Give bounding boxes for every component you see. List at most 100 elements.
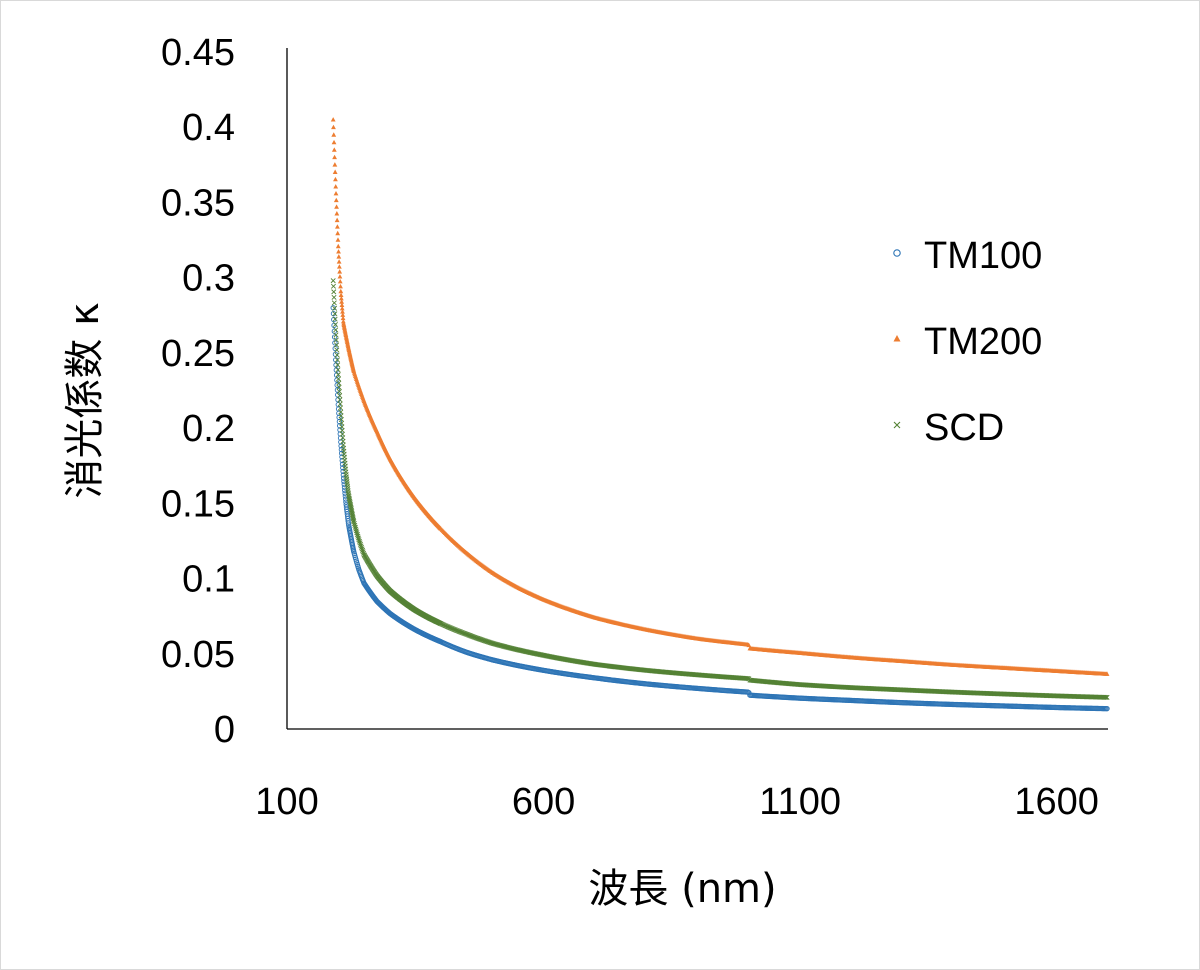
y-tick-labels: 0 0.05 0.1 0.15 0.2 0.25 0.3 0.35 0.4 0.45 bbox=[161, 32, 235, 751]
y-tick-label: 0.1 bbox=[182, 559, 235, 601]
data-point bbox=[335, 224, 340, 229]
data-point bbox=[331, 139, 337, 145]
data-point bbox=[332, 154, 337, 160]
data-point bbox=[355, 533, 361, 539]
data-point bbox=[331, 289, 337, 295]
legend-marker bbox=[893, 249, 901, 257]
data-point bbox=[746, 642, 752, 648]
data-point bbox=[333, 332, 339, 338]
data-point bbox=[331, 147, 337, 152]
data-point bbox=[1104, 694, 1110, 700]
axes bbox=[286, 48, 1108, 730]
data-point bbox=[359, 547, 366, 553]
data-point bbox=[338, 292, 344, 297]
data-point bbox=[1103, 694, 1109, 700]
data-point bbox=[332, 321, 338, 328]
data-point bbox=[335, 237, 341, 242]
legend-marker bbox=[893, 421, 901, 429]
x-tick-label: 1100 bbox=[759, 781, 841, 823]
data-point bbox=[336, 254, 342, 259]
series-scd bbox=[330, 278, 1110, 700]
x-axis-title: 波長 (nm) bbox=[588, 866, 776, 912]
data-point bbox=[337, 393, 343, 399]
data-point bbox=[358, 543, 364, 549]
data-point bbox=[336, 380, 342, 386]
data-point bbox=[338, 288, 344, 294]
data-point bbox=[360, 549, 366, 555]
data-point bbox=[331, 334, 338, 340]
legend-label: TM100 bbox=[924, 235, 1042, 277]
data-point bbox=[334, 342, 340, 348]
data-point bbox=[357, 541, 363, 547]
y-axis-title: 消光係数 κ bbox=[62, 302, 108, 498]
data-point bbox=[335, 362, 341, 368]
data-point bbox=[1104, 706, 1110, 712]
data-point bbox=[337, 401, 343, 407]
data-point bbox=[333, 327, 339, 333]
data-point bbox=[337, 269, 343, 274]
data-point bbox=[334, 377, 340, 383]
data-point bbox=[1104, 671, 1110, 676]
data-point bbox=[336, 259, 342, 264]
y-tick-label: 0.4 bbox=[182, 107, 235, 149]
data-point bbox=[336, 384, 342, 390]
data-point bbox=[332, 316, 338, 322]
legend-item-tm100: TM100 bbox=[893, 235, 1042, 277]
data-point bbox=[335, 243, 341, 249]
x-tick-label: 600 bbox=[512, 781, 575, 823]
data-point bbox=[332, 305, 338, 311]
legend-label: SCD bbox=[924, 407, 1004, 449]
data-point bbox=[335, 230, 341, 236]
data-point bbox=[333, 190, 339, 196]
data-point bbox=[332, 162, 338, 167]
data-point bbox=[330, 311, 337, 317]
legend-marker bbox=[893, 335, 901, 342]
y-tick-label: 0.15 bbox=[161, 483, 235, 525]
y-tick-label: 0.45 bbox=[161, 32, 235, 74]
data-point bbox=[334, 357, 340, 363]
y-tick-label: 0 bbox=[214, 709, 235, 751]
y-tick-label: 0.2 bbox=[182, 408, 235, 450]
data-point bbox=[340, 315, 346, 321]
data-point bbox=[330, 283, 336, 289]
data-point bbox=[357, 540, 363, 546]
data-point bbox=[359, 546, 365, 552]
data-point bbox=[333, 184, 339, 189]
data-point bbox=[336, 376, 342, 382]
data-point bbox=[332, 169, 338, 174]
plot-area bbox=[330, 117, 1110, 712]
data-point bbox=[331, 124, 336, 130]
legend-marker-circle bbox=[893, 249, 901, 257]
data-point bbox=[332, 311, 338, 317]
data-point bbox=[337, 397, 343, 403]
y-tick-label: 0.3 bbox=[182, 258, 235, 300]
series-tm200 bbox=[330, 117, 1110, 676]
data-point bbox=[340, 319, 346, 324]
data-point bbox=[335, 372, 341, 378]
data-point bbox=[334, 211, 340, 216]
data-point bbox=[334, 387, 341, 393]
x-tick-label: 1600 bbox=[1014, 781, 1099, 823]
data-point bbox=[337, 274, 343, 279]
data-point bbox=[336, 264, 342, 269]
data-point bbox=[338, 295, 344, 301]
data-point bbox=[331, 132, 337, 137]
data-point bbox=[343, 499, 349, 505]
data-point bbox=[336, 249, 341, 254]
data-point bbox=[339, 302, 345, 308]
legend-marker-triangle bbox=[893, 335, 901, 342]
data-point bbox=[354, 530, 360, 536]
legend: TM100 TM200 SCD bbox=[893, 235, 1042, 449]
data-point bbox=[358, 544, 364, 550]
data-point bbox=[1102, 694, 1108, 700]
data-point bbox=[336, 388, 342, 394]
legend-marker-x bbox=[893, 421, 901, 429]
data-point bbox=[339, 299, 345, 304]
data-point bbox=[330, 117, 336, 122]
data-point bbox=[355, 535, 361, 541]
legend-label: TM200 bbox=[924, 321, 1042, 363]
series-tm100 bbox=[330, 305, 1110, 712]
data-point bbox=[356, 537, 362, 543]
